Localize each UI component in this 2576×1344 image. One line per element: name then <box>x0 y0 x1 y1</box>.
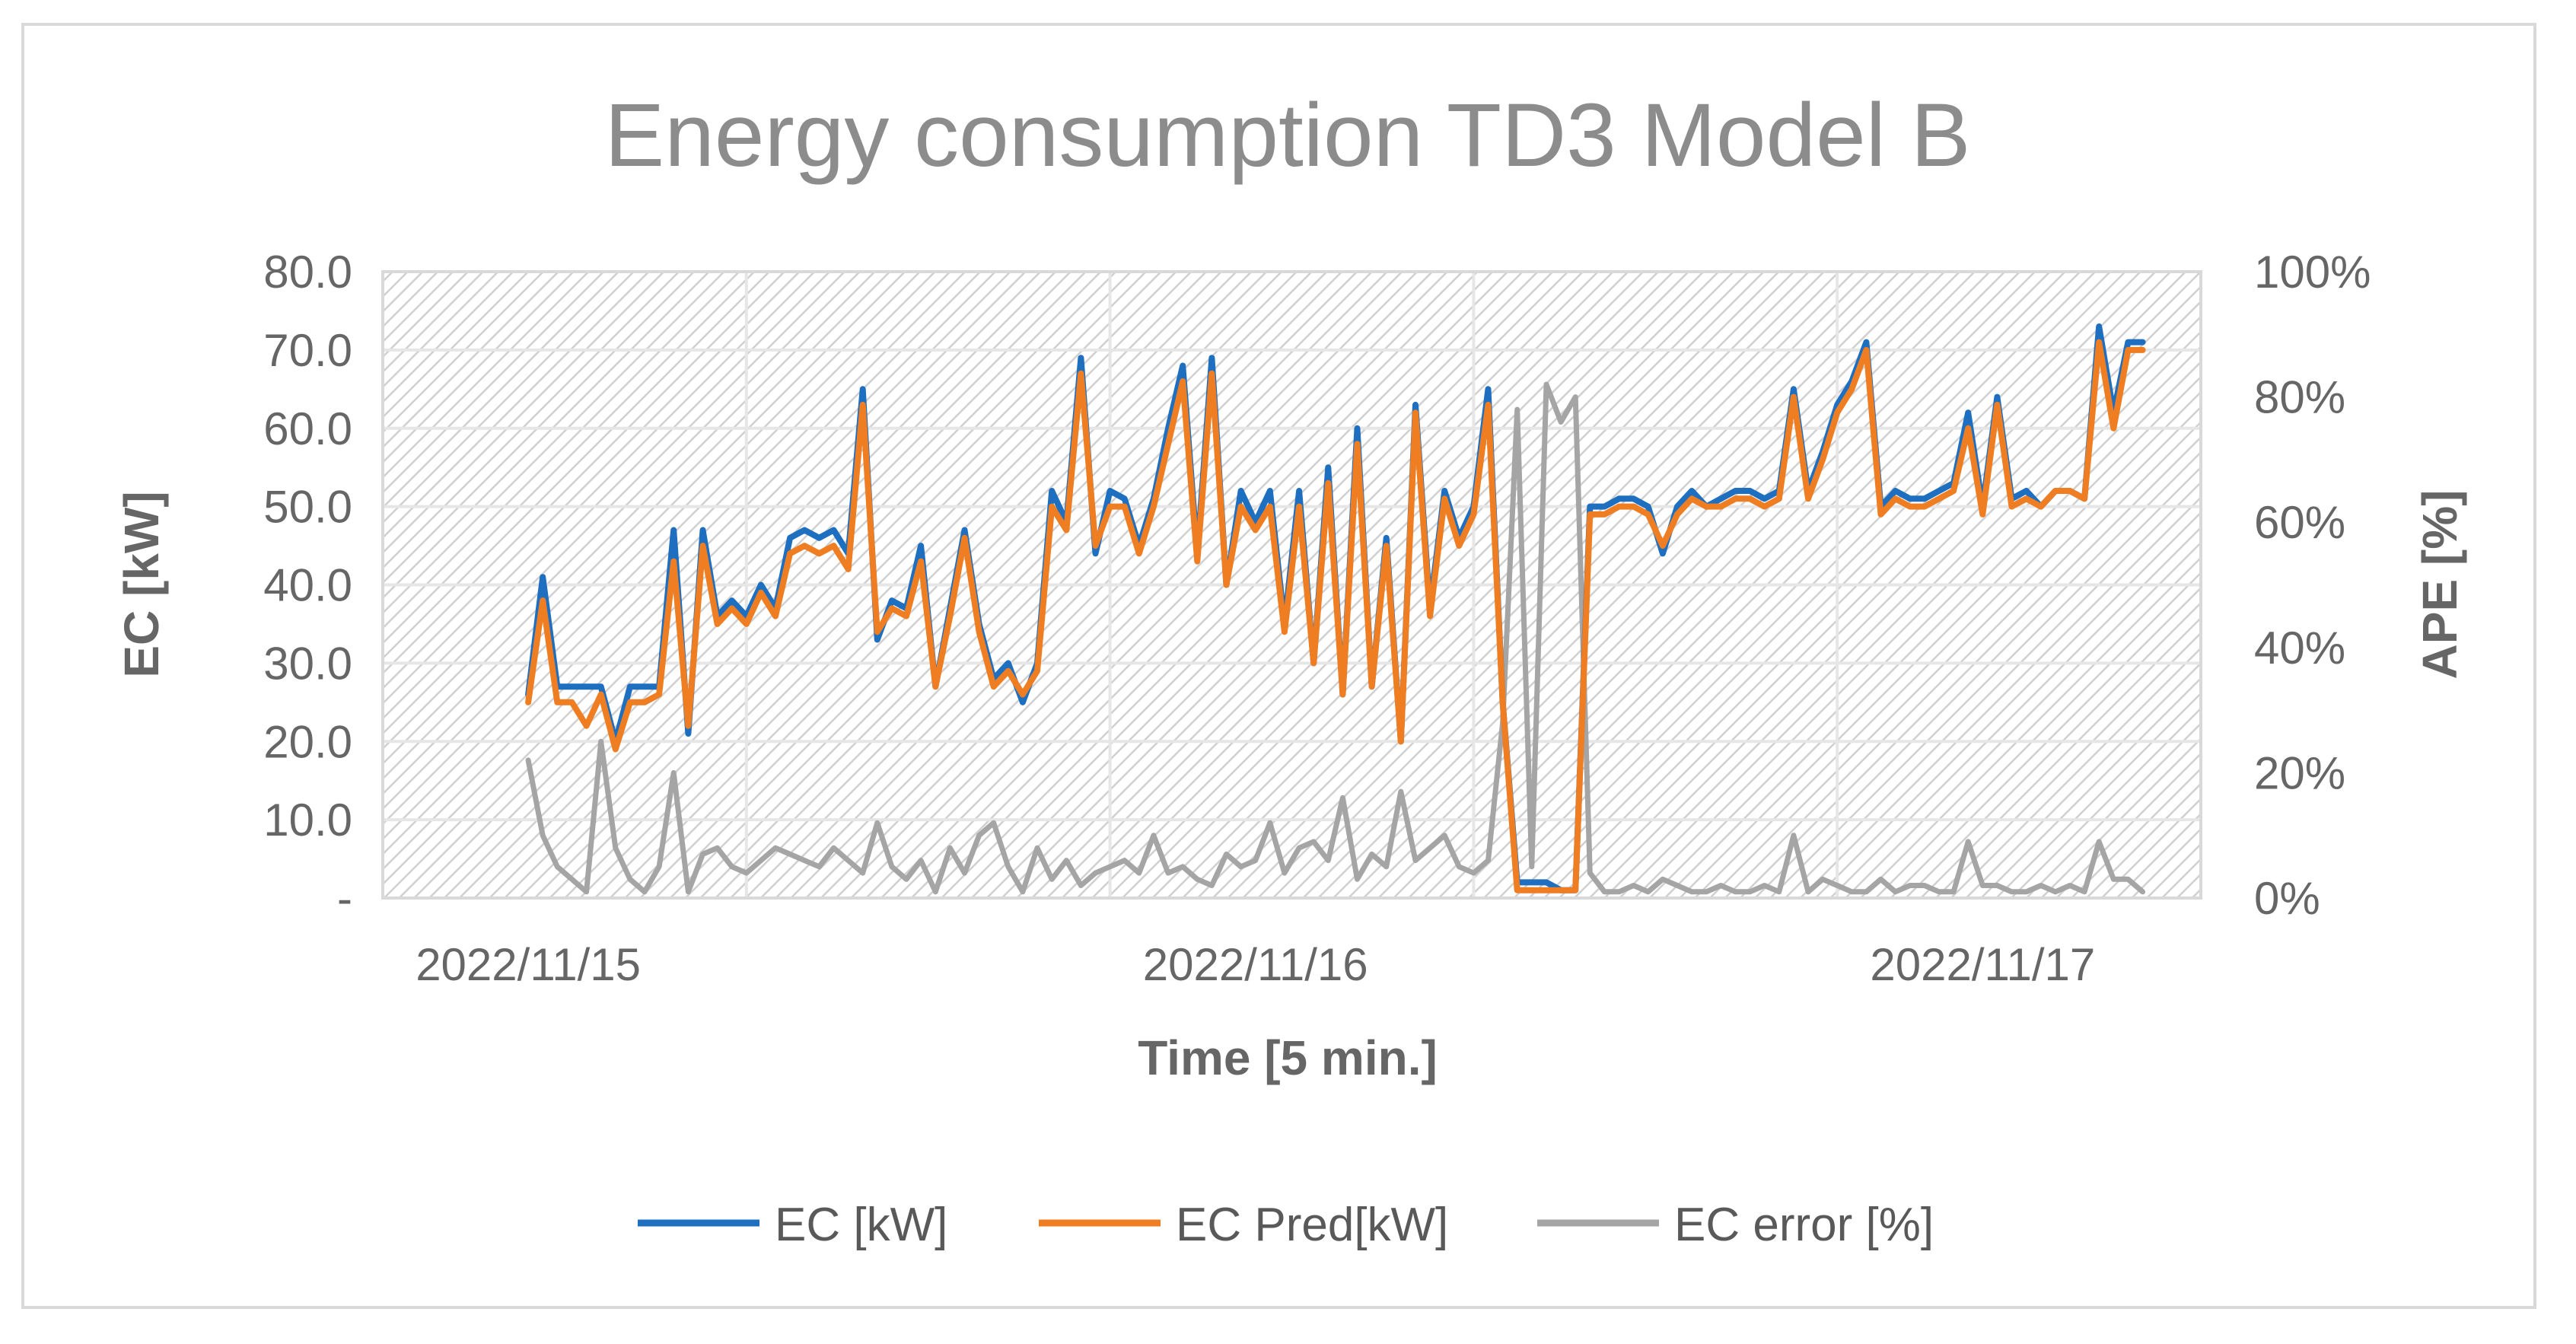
y2-tick-label: 80% <box>2254 372 2345 423</box>
legend: EC [kW] EC Pred[kW] EC error [%] <box>638 1199 1934 1251</box>
y-axis-ticks: - 10.0 20.0 30.0 40.0 50.0 60.0 70.0 80.0 <box>263 247 352 924</box>
y-tick-label: 20.0 <box>263 716 352 767</box>
x-axis-title: Time [5 min.] <box>1138 1030 1438 1085</box>
legend-label: EC error [%] <box>1674 1199 1934 1251</box>
y-tick-label: 60.0 <box>263 403 352 454</box>
y-tick-label: 80.0 <box>263 247 352 298</box>
y-axis-title: EC [kW] <box>114 491 169 677</box>
y2-tick-label: 0% <box>2254 873 2320 924</box>
plot-border <box>381 270 2202 900</box>
series-lines <box>525 323 2146 895</box>
y2-axis-ticks: 0% 20% 40% 60% 80% 100% <box>2254 247 2371 924</box>
y-tick-label: 30.0 <box>263 638 352 689</box>
gridlines <box>381 270 2202 900</box>
y2-axis-title: APE [%] <box>2412 490 2467 680</box>
legend-label: EC [kW] <box>775 1199 947 1251</box>
x-tick-label: 2022/11/17 <box>1870 939 2095 990</box>
y-tick-label: 10.0 <box>263 795 352 846</box>
y2-tick-label: 60% <box>2254 497 2345 548</box>
y2-tick-label: 40% <box>2254 623 2345 674</box>
y2-tick-label: 20% <box>2254 747 2345 798</box>
y-tick-label: - <box>337 873 352 924</box>
y-tick-label: 50.0 <box>263 482 352 533</box>
series-line-ec-pred-kw <box>525 339 2146 893</box>
legend-label: EC Pred[kW] <box>1176 1199 1448 1251</box>
y-tick-label: 40.0 <box>263 560 352 611</box>
x-axis-ticks: 2022/11/15 2022/11/16 2022/11/17 <box>416 939 2095 990</box>
x-tick-label: 2022/11/16 <box>1143 939 1368 990</box>
series-line-ec-error <box>525 381 2146 895</box>
x-tick-label: 2022/11/15 <box>416 939 641 990</box>
chart-title: Energy consumption TD3 Model B <box>605 85 1971 186</box>
y2-tick-label: 100% <box>2254 247 2371 298</box>
y-tick-label: 70.0 <box>263 325 352 376</box>
